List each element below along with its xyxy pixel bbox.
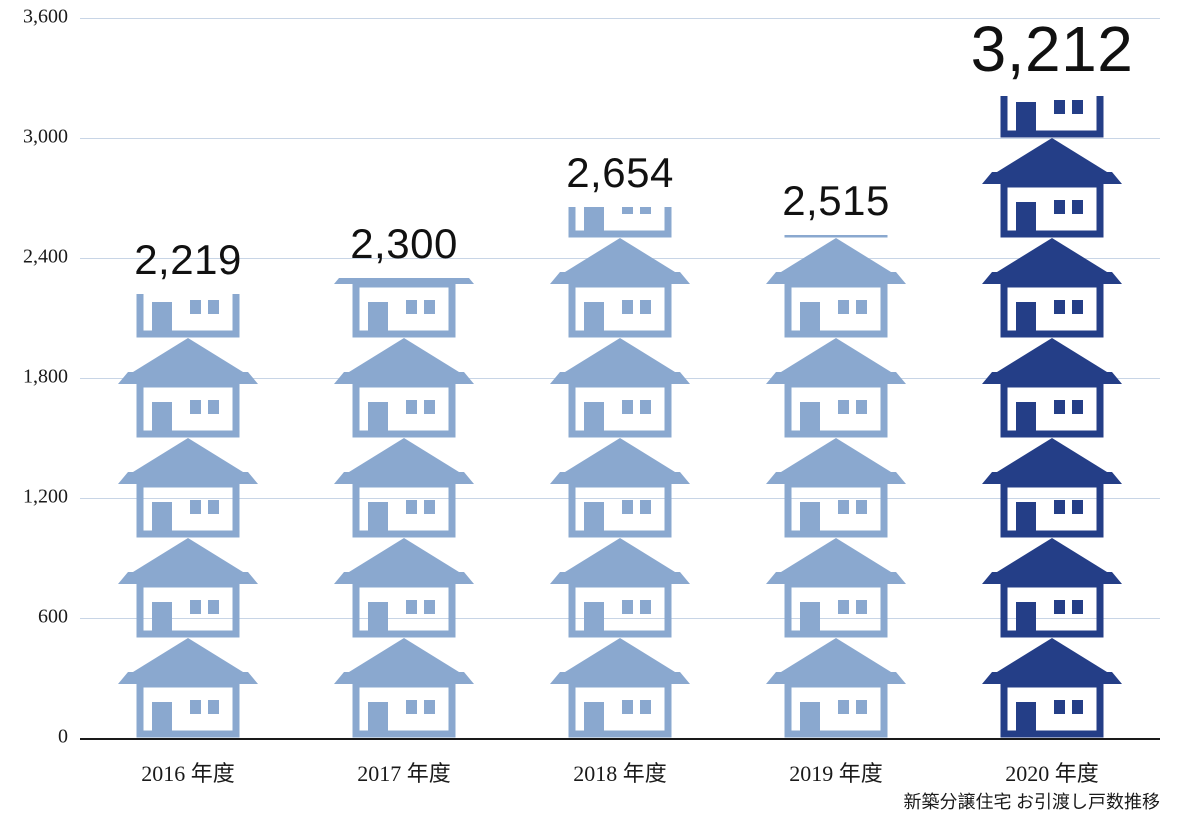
bar-column: 3,2122020 年度 <box>982 96 1122 738</box>
house-icon-partial <box>550 207 690 238</box>
y-tick-label: 2,400 <box>23 245 68 268</box>
y-tick-label: 1,200 <box>23 485 68 508</box>
house-icon <box>982 438 1122 538</box>
x-axis-label: 2019 年度 <box>789 756 883 788</box>
house-icon <box>118 338 258 438</box>
house-icon <box>550 438 690 538</box>
house-icon <box>550 338 690 438</box>
house-icon <box>766 638 906 738</box>
house-icon <box>766 235 906 238</box>
value-label: 2,654 <box>566 149 674 197</box>
y-tick-label: 600 <box>38 605 68 628</box>
y-tick-label: 3,000 <box>23 125 68 148</box>
house-icon <box>118 538 258 638</box>
x-axis-label: 2017 年度 <box>357 756 451 788</box>
house-icon <box>334 278 474 338</box>
baseline <box>80 738 1160 740</box>
bar-column: 2,2192016 年度 <box>118 294 258 738</box>
house-icon-partial <box>118 294 258 338</box>
house-icon <box>982 238 1122 338</box>
house-icon <box>982 538 1122 638</box>
house-stack <box>334 278 474 738</box>
house-icon <box>550 207 690 238</box>
house-icon <box>766 438 906 538</box>
house-icon-partial <box>334 278 474 338</box>
house-icon <box>766 538 906 638</box>
house-icon <box>118 438 258 538</box>
house-stack <box>118 294 258 738</box>
y-tick-label: 1,800 <box>23 365 68 388</box>
plot-area: 06001,2001,8002,4003,0003,600 <box>80 18 1160 738</box>
bar-column: 2,6542018 年度 <box>550 207 690 738</box>
x-axis-label: 2018 年度 <box>573 756 667 788</box>
bar-column: 2,3002017 年度 <box>334 278 474 738</box>
x-axis-label: 2020 年度 <box>1005 756 1099 788</box>
house-icon <box>766 338 906 438</box>
house-icon <box>550 638 690 738</box>
value-label: 2,219 <box>134 236 242 284</box>
house-icon-partial <box>982 96 1122 138</box>
y-tick-label: 3,600 <box>23 5 68 28</box>
house-icon <box>550 238 690 338</box>
house-icon <box>550 538 690 638</box>
house-icon <box>118 638 258 738</box>
house-icon <box>766 238 906 338</box>
house-icon <box>982 338 1122 438</box>
pictogram-bar-chart: 0 600 1,200 1,800 2,400 3,000 3,600 <box>0 0 1180 820</box>
house-stack <box>766 235 906 738</box>
house-icon <box>982 638 1122 738</box>
value-label: 2,300 <box>350 220 458 268</box>
house-icon <box>334 338 474 438</box>
house-stack <box>982 96 1122 738</box>
house-icon <box>334 438 474 538</box>
house-icon <box>982 96 1122 138</box>
y-tick-label: 0 <box>58 725 68 748</box>
value-label: 2,515 <box>782 177 890 225</box>
house-stack <box>550 207 690 738</box>
bar-column: 2,5152019 年度 <box>766 235 906 738</box>
house-icon <box>982 138 1122 238</box>
x-axis-label: 2016 年度 <box>141 756 235 788</box>
chart-subtitle: 新築分譲住宅 お引渡し戸数推移 <box>904 788 1161 814</box>
house-icon-partial <box>766 235 906 238</box>
house-icon <box>118 294 258 338</box>
house-icon <box>334 638 474 738</box>
house-icon <box>334 538 474 638</box>
value-label: 3,212 <box>971 12 1134 86</box>
